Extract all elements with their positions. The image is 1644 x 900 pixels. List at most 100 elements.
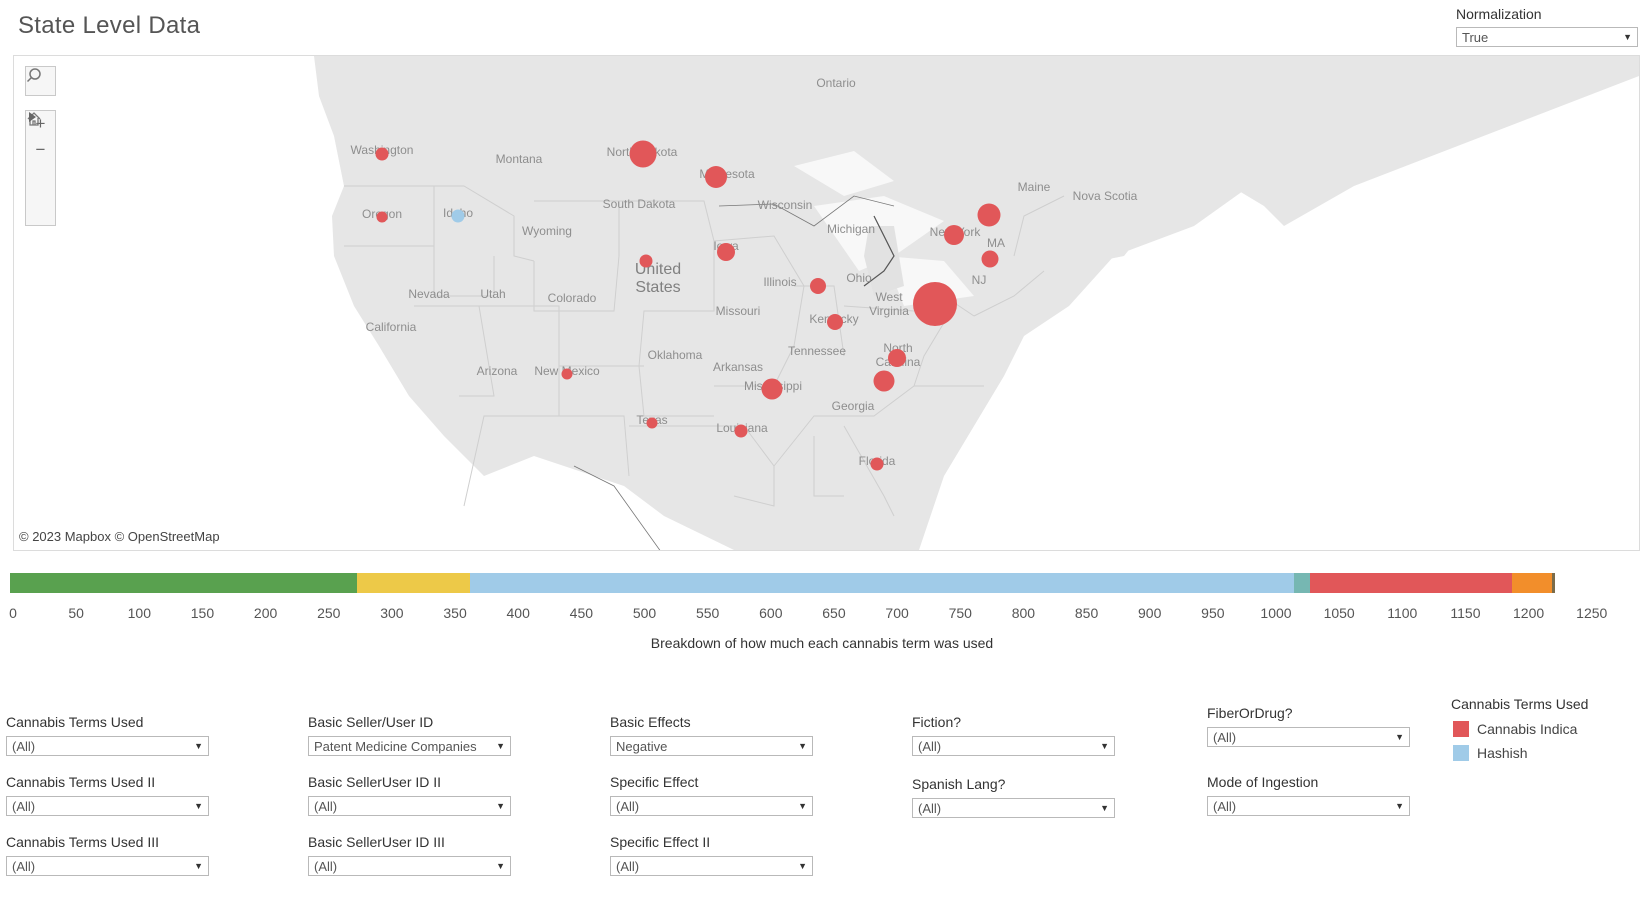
breakdown-bar[interactable] bbox=[10, 573, 1560, 593]
filter-label-basic-seller-user-id: Basic Seller/User ID bbox=[308, 714, 434, 730]
breakdown-segment-0[interactable] bbox=[10, 573, 358, 593]
chevron-down-icon: ▼ bbox=[798, 861, 807, 871]
map-marker-nebraska[interactable] bbox=[639, 254, 653, 268]
filter-dropdown-specific-effect[interactable]: (All) ▼ bbox=[610, 796, 813, 816]
map-label-illinois: Illinois bbox=[763, 275, 797, 289]
filter-label-fiction: Fiction? bbox=[912, 714, 962, 730]
filter-dropdown-fiction[interactable]: (All) ▼ bbox=[912, 736, 1115, 756]
map-label-colorado: Colorado bbox=[547, 291, 597, 305]
filter-label-fiber-or-drug: FiberOrDrug? bbox=[1207, 705, 1293, 721]
map-label-nj: NJ bbox=[971, 273, 987, 287]
map-label-ontario: Ontario bbox=[816, 76, 856, 90]
map-marker-oregon[interactable] bbox=[376, 211, 388, 223]
filter-dropdown-basic-effects[interactable]: Negative ▼ bbox=[610, 736, 813, 756]
filter-dropdown-basic-seller-user-id-iii[interactable]: (All) ▼ bbox=[308, 856, 511, 876]
map-label-utah: Utah bbox=[480, 287, 506, 301]
breakdown-segment-2[interactable] bbox=[469, 573, 1295, 593]
filter-dropdown-cannabis-terms-used[interactable]: (All) ▼ bbox=[6, 736, 209, 756]
filter-value: (All) bbox=[314, 859, 338, 874]
play-icon[interactable] bbox=[26, 112, 55, 223]
axis-tick-label: 900 bbox=[1138, 605, 1162, 621]
normalization-dropdown[interactable]: True ▼ bbox=[1456, 27, 1638, 47]
filter-label-mode-of-ingestion: Mode of Ingestion bbox=[1207, 774, 1319, 790]
map-marker-idaho[interactable] bbox=[451, 209, 465, 223]
map-marker-new-jersey[interactable] bbox=[981, 250, 999, 268]
map-label-maine: Maine bbox=[1017, 180, 1051, 194]
chevron-down-icon: ▼ bbox=[194, 801, 203, 811]
axis-tick-label: 600 bbox=[759, 605, 783, 621]
legend-label: Hashish bbox=[1477, 745, 1528, 761]
filter-label-specific-effect: Specific Effect bbox=[610, 774, 699, 790]
axis-tick-label: 700 bbox=[885, 605, 909, 621]
map-marker-new-mexico[interactable] bbox=[561, 368, 573, 380]
map-label-arkansas: Arkansas bbox=[712, 360, 764, 374]
map-marker-washington[interactable] bbox=[375, 147, 389, 161]
search-icon[interactable] bbox=[26, 67, 55, 93]
breakdown-segment-4[interactable] bbox=[1309, 573, 1512, 593]
map-basemap bbox=[14, 56, 1639, 550]
filter-value: (All) bbox=[918, 739, 942, 754]
map-marker-florida[interactable] bbox=[870, 457, 884, 471]
filter-dropdown-basic-seller-user-id-ii[interactable]: (All) ▼ bbox=[308, 796, 511, 816]
filter-label-basic-seller-user-id-ii: Basic SellerUser ID II bbox=[308, 774, 442, 790]
chevron-down-icon: ▼ bbox=[1100, 803, 1109, 813]
map-label-missouri: Missouri bbox=[715, 304, 761, 318]
map-marker-mississippi[interactable] bbox=[761, 378, 783, 400]
home-icon[interactable] bbox=[26, 112, 55, 189]
map-marker-vermont[interactable] bbox=[977, 203, 1001, 227]
chevron-down-icon: ▼ bbox=[1623, 32, 1632, 42]
map-marker-iowa[interactable] bbox=[717, 243, 735, 261]
axis-tick-label: 1100 bbox=[1387, 605, 1418, 621]
zoom-out-icon[interactable]: − bbox=[35, 140, 46, 159]
axis-tick-label: 800 bbox=[1011, 605, 1036, 621]
filter-dropdown-specific-effect-ii[interactable]: (All) ▼ bbox=[610, 856, 813, 876]
legend-item-hashish[interactable]: Hashish bbox=[1453, 745, 1528, 761]
map-marker-north-dakota[interactable] bbox=[629, 140, 657, 168]
chevron-down-icon: ▼ bbox=[496, 801, 505, 811]
chevron-down-icon: ▼ bbox=[1395, 732, 1404, 742]
filter-label-spanish-lang: Spanish Lang? bbox=[912, 776, 1006, 792]
map-label-oklahoma: Oklahoma bbox=[647, 348, 703, 362]
map-marker-north-carolina[interactable] bbox=[888, 349, 906, 367]
map-marker-south-carolina[interactable] bbox=[873, 370, 895, 392]
filter-label-basic-seller-user-id-iii: Basic SellerUser ID III bbox=[308, 834, 445, 850]
breakdown-segment-5[interactable] bbox=[1511, 573, 1553, 593]
map-label-michigan: Michigan bbox=[826, 222, 876, 236]
map-marker-virginia[interactable] bbox=[913, 282, 957, 326]
map-marker-kentucky[interactable] bbox=[827, 314, 843, 330]
filter-dropdown-basic-seller-user-id[interactable]: Patent Medicine Companies ▼ bbox=[308, 736, 511, 756]
map-zoom-toolbar: + − bbox=[25, 110, 56, 226]
map-attribution: © 2023 Mapbox © OpenStreetMap bbox=[19, 529, 220, 544]
map-label-wisconsin: Wisconsin bbox=[757, 198, 813, 212]
legend-item-cannabis-indica[interactable]: Cannabis Indica bbox=[1453, 721, 1577, 737]
breakdown-segment-3[interactable] bbox=[1294, 573, 1310, 593]
map-label-california: California bbox=[365, 320, 417, 334]
axis-tick-label: 350 bbox=[443, 605, 467, 621]
filter-dropdown-spanish-lang[interactable]: (All) ▼ bbox=[912, 798, 1115, 818]
breakdown-segment-6[interactable] bbox=[1552, 573, 1555, 593]
filter-dropdown-mode-of-ingestion[interactable]: (All) ▼ bbox=[1207, 796, 1410, 816]
map-marker-new-york[interactable] bbox=[944, 225, 964, 245]
filter-value: (All) bbox=[12, 799, 36, 814]
legend-label: Cannabis Indica bbox=[1477, 721, 1578, 737]
map-marker-louisiana[interactable] bbox=[734, 424, 748, 438]
zoom-in-icon[interactable]: + bbox=[35, 114, 46, 133]
legend-swatch bbox=[1453, 745, 1469, 761]
axis-tick-label: 650 bbox=[822, 605, 846, 621]
map-marker-texas[interactable] bbox=[646, 417, 658, 429]
filter-value: (All) bbox=[616, 859, 640, 874]
map-label-arizona: Arizona bbox=[476, 364, 518, 378]
state-map[interactable]: Ontario Montana Washington Oregon Idaho … bbox=[13, 55, 1640, 551]
filter-value: Negative bbox=[616, 739, 668, 754]
axis-tick-label: 300 bbox=[380, 605, 404, 621]
filter-label-cannabis-terms-used-iii: Cannabis Terms Used III bbox=[6, 834, 160, 850]
filter-value: (All) bbox=[314, 799, 338, 814]
map-marker-minnesota[interactable] bbox=[705, 166, 727, 188]
filter-value: Patent Medicine Companies bbox=[314, 739, 477, 754]
breakdown-segment-1[interactable] bbox=[357, 573, 470, 593]
map-marker-indiana[interactable] bbox=[810, 278, 826, 294]
filter-dropdown-fiber-or-drug[interactable]: (All) ▼ bbox=[1207, 727, 1410, 747]
map-label-wyoming: Wyoming bbox=[522, 224, 572, 238]
filter-dropdown-cannabis-terms-used-ii[interactable]: (All) ▼ bbox=[6, 796, 209, 816]
filter-dropdown-cannabis-terms-used-iii[interactable]: (All) ▼ bbox=[6, 856, 209, 876]
